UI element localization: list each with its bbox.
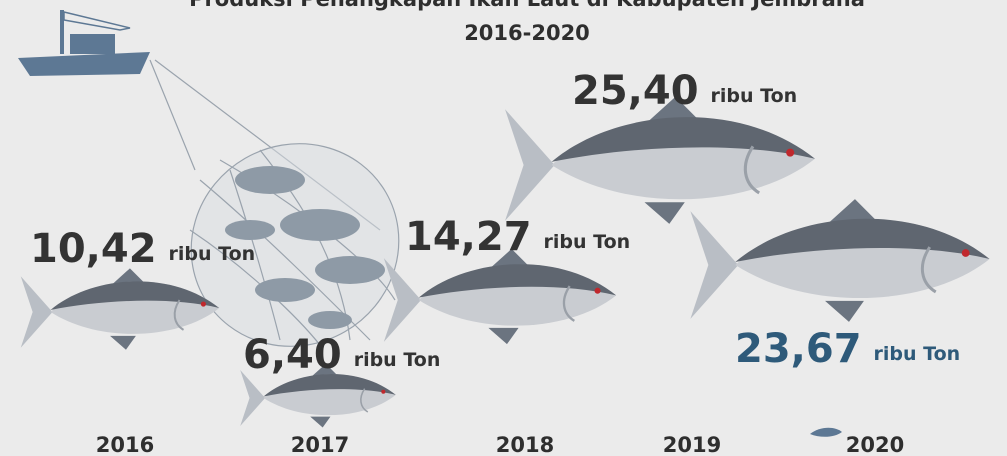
- fish-gill: [743, 145, 761, 195]
- fish-tail: [240, 369, 266, 427]
- year-label: 2020: [846, 433, 904, 456]
- fish: [20, 268, 220, 350]
- fish: [690, 199, 990, 322]
- fish-back: [551, 117, 815, 162]
- fish-tail: [505, 109, 555, 221]
- chart-title: Produksi Penangkapan Ikan Laut di Kabupa…: [189, 0, 865, 11]
- unit-label: ribu Ton: [711, 85, 798, 107]
- fish-eye: [200, 301, 206, 307]
- fish: [383, 248, 617, 345]
- fish-gill: [360, 388, 369, 413]
- value-label: 6,40: [243, 332, 342, 378]
- fish-gill: [173, 299, 185, 331]
- fish-back: [263, 373, 396, 397]
- value-label: 14,27: [405, 214, 532, 260]
- fish-gill: [920, 246, 937, 294]
- fish-back: [418, 264, 617, 298]
- decor-fish: [810, 427, 842, 437]
- fish-eye: [786, 148, 795, 157]
- unit-label: ribu Ton: [354, 349, 441, 371]
- fish-tail: [20, 276, 53, 348]
- fish: [505, 96, 815, 224]
- fish-eye: [594, 287, 601, 294]
- unit-label: ribu Ton: [544, 231, 631, 253]
- boat: [18, 10, 150, 76]
- fish-gill: [562, 285, 576, 322]
- fish-eye: [381, 389, 386, 394]
- year-label: 2019: [663, 433, 721, 456]
- value-label: 23,67: [735, 326, 862, 372]
- value-label: 10,42: [30, 226, 157, 272]
- fish: [240, 363, 396, 428]
- year-label: 2016: [96, 433, 154, 456]
- value-label: 25,40: [572, 68, 699, 114]
- unit-label: ribu Ton: [169, 243, 256, 265]
- unit-label: ribu Ton: [874, 343, 961, 365]
- net-fish: [225, 166, 385, 329]
- fish-back: [50, 281, 220, 311]
- fish-back: [735, 218, 990, 263]
- year-label: 2018: [496, 433, 554, 456]
- fish-eye: [961, 249, 970, 257]
- chart-subtitle: 2016-2020: [464, 21, 590, 45]
- fish-tail: [690, 211, 739, 319]
- year-label: 2017: [291, 433, 349, 456]
- fish-tail: [383, 258, 422, 342]
